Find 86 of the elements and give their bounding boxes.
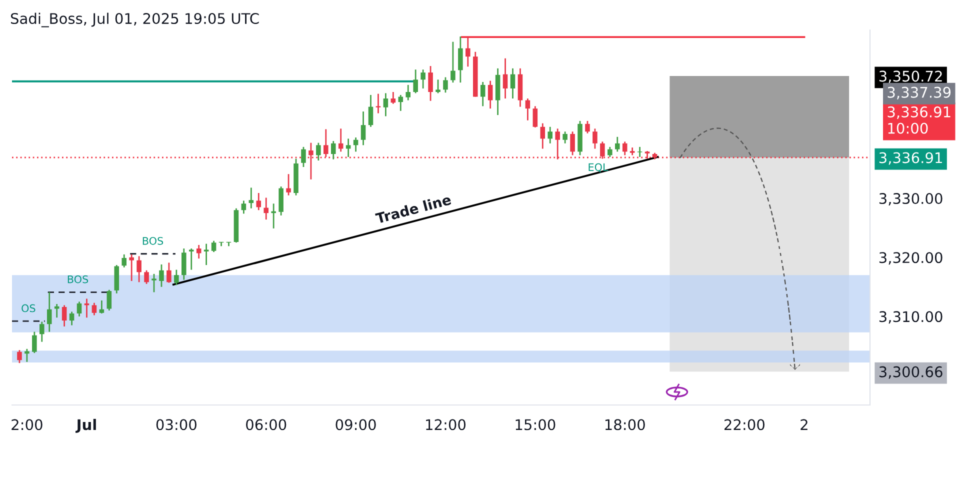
annotation: BOS	[68, 275, 88, 284]
candlestick	[152, 273, 156, 293]
candlestick	[69, 311, 74, 326]
candlestick	[480, 81, 486, 107]
x-tick-label: 15:00	[516, 419, 556, 430]
candlestick	[510, 68, 516, 100]
candlestick	[570, 130, 575, 156]
candlestick	[136, 255, 142, 283]
candlestick	[40, 321, 44, 343]
candlestick	[428, 65, 433, 102]
text: 3,337.39	[888, 86, 951, 100]
x-tick-label: 09:00	[336, 419, 376, 430]
candlestick	[286, 173, 291, 196]
annotation: EQL	[588, 163, 608, 172]
x-tick-label: 22:00	[724, 419, 764, 430]
candlestick	[420, 68, 426, 90]
candlestick	[129, 254, 134, 282]
y-tick-label: 3,336.91	[879, 152, 942, 165]
candlestick	[608, 146, 612, 158]
y-tick-label: 3,300.66	[879, 366, 942, 379]
annotation: OS	[22, 304, 36, 312]
candlestick	[62, 304, 67, 328]
candlestick	[159, 264, 164, 288]
candlestick	[360, 110, 366, 146]
candlestick	[398, 94, 404, 112]
x-tick-label: 2	[800, 419, 808, 430]
chart-title: Sadi_Boss, Jul 01, 2025 19:05 UTC	[10, 12, 259, 28]
ref-line-label: 3,336.91 10:00	[888, 106, 950, 134]
y-tick-label: 3,310.00	[879, 311, 942, 324]
candlestick	[182, 248, 186, 280]
candlestick	[368, 94, 374, 128]
candlestick	[436, 78, 440, 94]
candlestick	[383, 92, 388, 117]
candlestick	[502, 58, 508, 100]
candlestick	[346, 138, 351, 158]
x-tick-label: Jul	[76, 418, 96, 433]
y-tick-label: 3,350.72	[879, 70, 942, 84]
x-tick-label: 2:00	[12, 419, 42, 430]
candlestick	[592, 128, 598, 150]
candlestick	[548, 126, 553, 144]
candlestick	[614, 136, 620, 152]
candlestick	[301, 146, 306, 168]
candlestick	[540, 122, 546, 150]
candlestick	[122, 254, 126, 268]
candlestick	[488, 80, 493, 110]
candlestick	[99, 300, 104, 314]
candlestick	[532, 105, 538, 128]
candlestick	[211, 240, 216, 253]
y-tick-label: 3,320.00	[879, 252, 942, 265]
candlestick	[166, 262, 172, 284]
candlestick	[376, 93, 381, 114]
candlestick	[316, 142, 321, 162]
x-tick-label: 18:00	[605, 419, 645, 430]
candlestick	[144, 270, 149, 285]
x-tick-label: 12:00	[426, 419, 466, 430]
candlestick	[188, 248, 194, 270]
candlestick	[106, 289, 112, 312]
y-tick-label: 3,330.00	[879, 193, 942, 206]
candlestick	[413, 68, 418, 94]
candlestick	[76, 300, 82, 318]
candlestick	[330, 140, 336, 160]
candlestick	[458, 36, 463, 84]
candlestick	[278, 186, 284, 216]
candlestick	[17, 349, 22, 364]
candlestick	[174, 269, 179, 286]
x-tick-label: 03:00	[156, 419, 196, 430]
candlestick	[264, 197, 269, 220]
candlestick	[241, 200, 246, 214]
candlestick	[525, 98, 530, 122]
candlestick	[204, 243, 209, 266]
candlestick	[256, 192, 262, 211]
candlestick	[390, 91, 396, 105]
candlestick	[443, 76, 448, 94]
annotation: Trade line	[374, 194, 452, 224]
annotation: BOS	[142, 236, 164, 245]
candlestick	[46, 292, 52, 332]
candlestick	[562, 130, 568, 144]
candlestick	[622, 140, 628, 156]
candlestick	[585, 120, 590, 134]
candlestick	[92, 302, 97, 316]
candlestick	[248, 186, 254, 210]
candlestick	[32, 331, 37, 354]
x-tick-label: 06:00	[246, 419, 286, 430]
candlestick	[406, 84, 411, 101]
candlestick	[450, 41, 456, 84]
candlestick	[196, 244, 202, 260]
